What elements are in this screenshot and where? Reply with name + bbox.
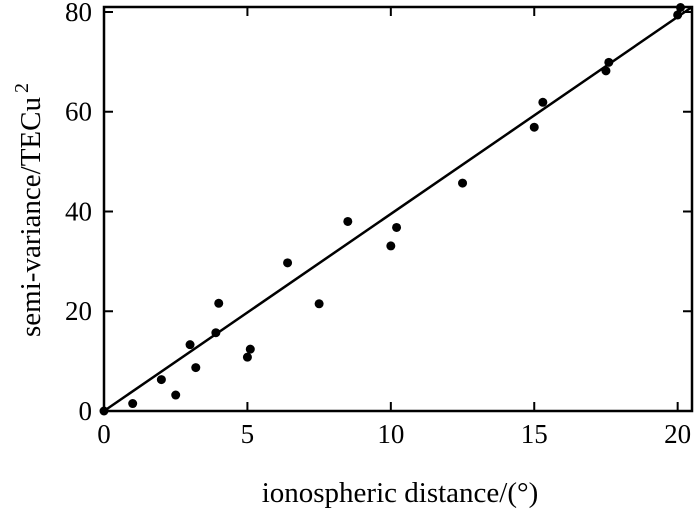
data-point xyxy=(191,363,201,373)
tick-labels: 0 5 10 15 20 0 20 40 60 80 xyxy=(65,0,691,449)
x-tick-label: 10 xyxy=(377,419,404,449)
data-point xyxy=(128,399,138,409)
y-axis-title-superscript: 2 xyxy=(11,83,33,93)
data-point xyxy=(601,66,611,76)
data-point xyxy=(156,375,166,385)
data-point xyxy=(242,352,252,362)
y-tick-label: 40 xyxy=(65,196,92,226)
data-point xyxy=(673,10,683,20)
data-point xyxy=(392,222,402,232)
data-point xyxy=(386,241,396,251)
y-tick-label: 80 xyxy=(65,0,92,27)
x-tick-label: 5 xyxy=(241,419,255,449)
y-tick-label: 0 xyxy=(79,396,93,426)
data-point xyxy=(283,258,293,268)
data-point xyxy=(529,122,539,132)
y-axis-title: semi-variance/TECu 2 xyxy=(11,83,47,337)
data-point xyxy=(214,298,224,308)
x-tick-label: 15 xyxy=(521,419,548,449)
data-point xyxy=(604,57,614,67)
y-axis-title-main: semi-variance/TECu xyxy=(15,97,47,337)
data-point xyxy=(245,344,255,354)
x-tick-label: 20 xyxy=(664,419,691,449)
data-point xyxy=(185,340,195,350)
y-tick-label: 20 xyxy=(65,296,92,326)
data-point xyxy=(171,390,181,400)
y-tick-label: 60 xyxy=(65,97,92,127)
data-point xyxy=(538,97,548,107)
data-point xyxy=(211,328,221,338)
plot-frame xyxy=(102,5,694,413)
data-point xyxy=(458,178,468,188)
data-point xyxy=(343,216,353,226)
fit-line xyxy=(103,5,693,413)
x-tick-label: 0 xyxy=(97,419,111,449)
data-points xyxy=(99,2,686,416)
x-axis-title: ionospheric distance/(°) xyxy=(262,477,539,509)
data-point xyxy=(314,299,324,309)
